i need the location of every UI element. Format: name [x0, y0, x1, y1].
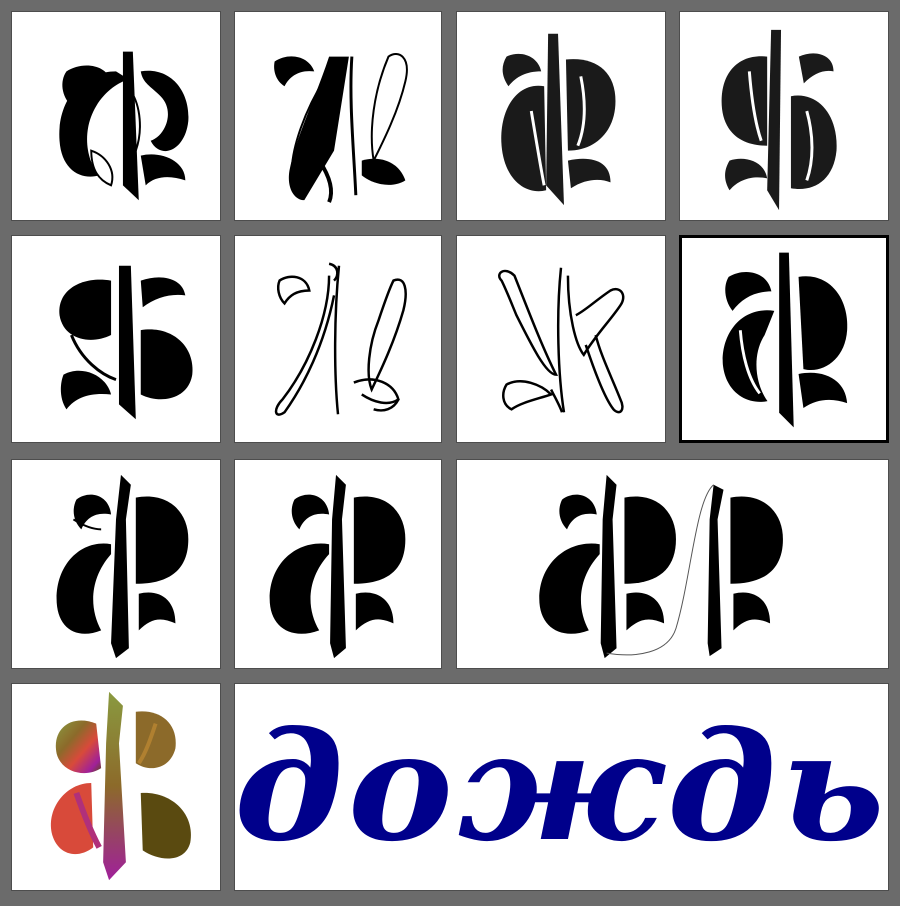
zhe-glyph-heavy-black-mirrored-icon [59, 265, 193, 420]
glyph-tile-light-calligraphic[interactable] [234, 11, 442, 221]
glyph-tile-spiky-black-alt[interactable] [234, 459, 442, 669]
zhe-glyph-heavy-black-framed-icon [722, 252, 848, 428]
word-tile[interactable]: дождь [234, 683, 889, 891]
zhe-glyph-outline-icon [274, 262, 407, 416]
zhe-glyph-dark-bold-icon [501, 33, 616, 206]
glyph-tile-gradient-color[interactable] [11, 683, 221, 891]
zhe-glyph-light-calligraphic-icon [274, 53, 408, 203]
zhe-glyph-spiky-black-alt-icon [269, 474, 406, 659]
zhe-glyph-dark-bold-mirrored-icon [721, 29, 837, 211]
glyph-tile-heavy-black-framed[interactable] [679, 235, 889, 443]
glyph-tile-outline[interactable] [234, 235, 442, 443]
glyph-tile-dark-bold-mirrored[interactable] [679, 11, 889, 221]
zhe-glyph-outline-mirrored-icon [498, 267, 625, 414]
word-lettering: дождь [234, 699, 889, 875]
zhe-glyph-spiky-black-icon [56, 474, 189, 659]
zhe-glyph-heavy-black-icon [59, 51, 189, 201]
glyph-tile-spiky-black-construction[interactable] [456, 459, 889, 669]
glyph-tile-dark-bold[interactable] [456, 11, 666, 221]
glyph-tile-spiky-black[interactable] [11, 459, 221, 669]
glyph-tile-heavy-black[interactable] [11, 11, 221, 221]
zhe-glyph-gradient-color-icon [50, 691, 191, 881]
glyph-tile-outline-mirrored[interactable] [456, 235, 666, 443]
glyph-tile-heavy-black-mirrored[interactable] [11, 235, 221, 443]
zhe-glyph-spiky-black-construction-icon [539, 474, 783, 659]
